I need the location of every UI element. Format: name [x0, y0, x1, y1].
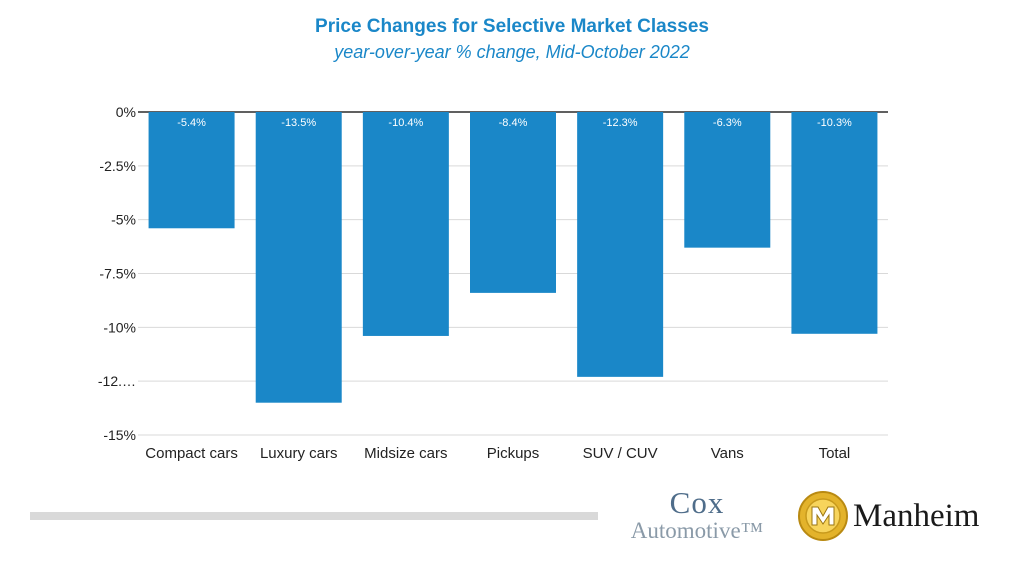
manheim-logo-text: Manheim [853, 498, 980, 534]
bar [255, 112, 342, 403]
y-tick-label: -7.5% [99, 266, 136, 282]
x-tick-label: Compact cars [145, 445, 238, 462]
bar [148, 112, 235, 229]
x-tick-label: Pickups [487, 445, 540, 462]
x-tick-label: SUV / CUV [583, 445, 658, 462]
y-tick-label: -2.5% [99, 158, 136, 174]
data-label: -13.5% [281, 117, 316, 129]
bar [362, 112, 449, 336]
manheim-emblem-icon [798, 491, 848, 541]
chart-subtitle: year-over-year % change, Mid-October 202… [334, 42, 690, 62]
bar-chart: 0% -2.5% -5% -7.5% -10% -12.… -15% -5.4% Compact… [98, 104, 888, 462]
bar [791, 112, 878, 334]
cox-automotive-logo: Cox Automotive™ [612, 485, 782, 548]
x-tick-label: Midsize cars [364, 445, 447, 462]
y-tick-label: -15% [103, 427, 136, 443]
data-label: -10.4% [388, 117, 423, 129]
x-tick-label: Vans [711, 445, 744, 462]
data-label: -6.3% [713, 117, 742, 129]
y-tick-label: 0% [116, 104, 136, 120]
x-tick-label: Luxury cars [260, 445, 338, 462]
automotive-logo-text: Automotive™ [630, 518, 764, 543]
bar [577, 112, 664, 377]
data-label: -12.3% [603, 117, 638, 129]
y-tick-label: -12.… [98, 373, 136, 389]
y-tick-label: -5% [111, 212, 136, 228]
data-label: -8.4% [499, 117, 528, 129]
footer-divider [30, 512, 598, 520]
chart-title: Price Changes for Selective Market Class… [315, 16, 709, 37]
data-label: -5.4% [177, 117, 206, 129]
x-tick-label: Total [819, 445, 851, 462]
data-label: -10.3% [817, 117, 852, 129]
bar [684, 112, 771, 248]
cox-logo-text: Cox [669, 485, 725, 520]
y-tick-label: -10% [103, 319, 136, 335]
manheim-logo: Manheim [797, 490, 1007, 544]
bar [470, 112, 556, 293]
